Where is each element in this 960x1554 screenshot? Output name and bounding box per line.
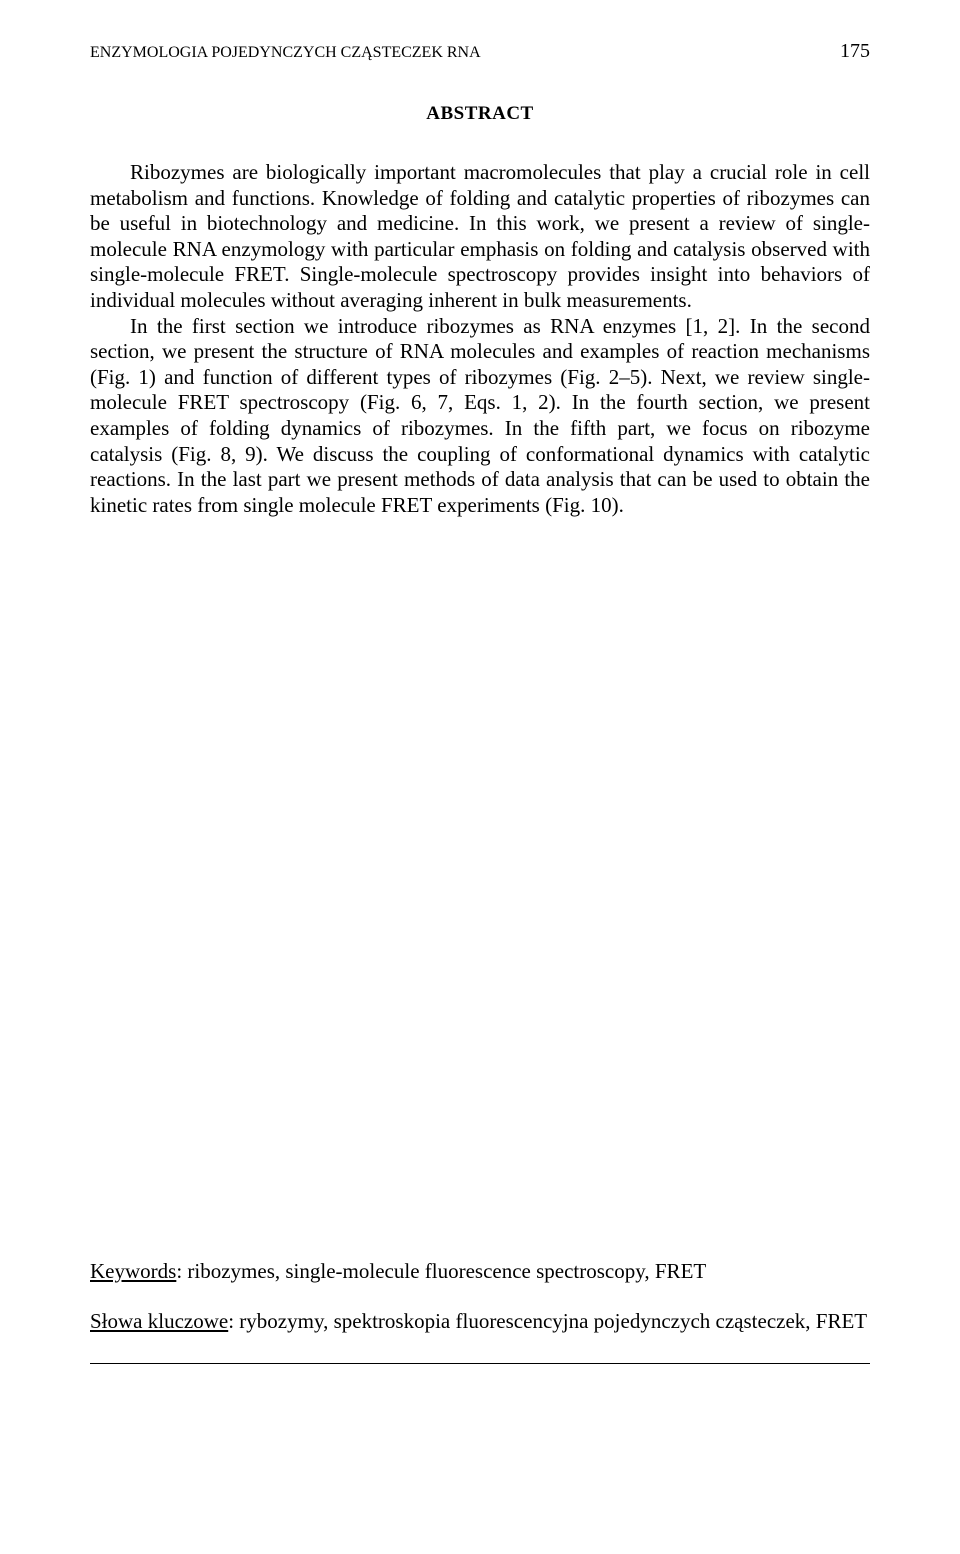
keywords-label-pl: Słowa kluczowe (90, 1309, 228, 1333)
keywords-label-en: Keywords (90, 1259, 176, 1283)
running-head: ENZYMOLOGIA POJEDYNCZYCH CZĄSTECZEK RNA … (90, 40, 870, 63)
keywords-en: Keywords: ribozymes, single-molecule flu… (90, 1259, 870, 1285)
running-title: ENZYMOLOGIA POJEDYNCZYCH CZĄSTECZEK RNA (90, 44, 481, 62)
abstract-title: ABSTRACT (90, 103, 870, 125)
keywords-text-en: : ribozymes, single-molecule fluorescenc… (176, 1259, 706, 1283)
keywords-pl: Słowa kluczowe: rybozymy, spektroskopia … (90, 1309, 870, 1335)
page-container: ENZYMOLOGIA POJEDYNCZYCH CZĄSTECZEK RNA … (0, 0, 960, 1432)
keywords-block: Keywords: ribozymes, single-molecule flu… (90, 1259, 870, 1335)
keywords-text-pl: : rybozymy, spektroskopia fluorescencyjn… (228, 1309, 867, 1333)
abstract-paragraph-2: In the first section we introduce ribozy… (90, 314, 870, 519)
bottom-rule (90, 1363, 870, 1364)
page-number: 175 (840, 40, 870, 63)
abstract-paragraph-1: Ribozymes are biologically important mac… (90, 160, 870, 314)
